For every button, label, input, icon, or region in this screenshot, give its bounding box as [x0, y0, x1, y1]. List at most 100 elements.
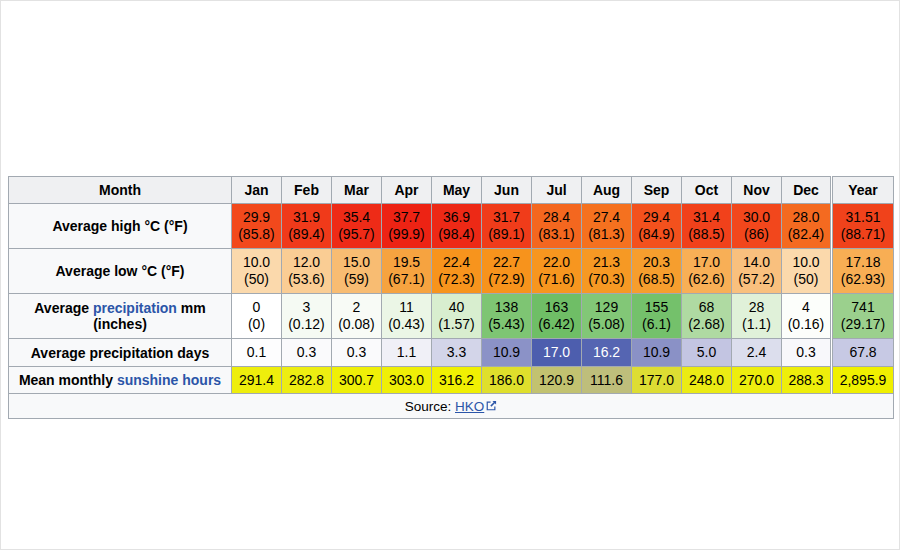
table-header-row: Month JanFebMarAprMayJunJulAugSepOctNovD… — [9, 177, 894, 204]
data-cell: 11(0.43) — [382, 294, 432, 339]
data-cell: 248.0 — [682, 367, 732, 394]
data-cell: 68(2.68) — [682, 294, 732, 339]
data-cell: 5.0 — [682, 339, 732, 367]
data-cell: 20.3(68.5) — [632, 249, 682, 294]
data-cell: 28.0(82.4) — [782, 204, 832, 249]
data-cell: 16.2 — [582, 339, 632, 367]
month-header-cell: Nov — [732, 177, 782, 204]
data-cell: 17.0 — [532, 339, 582, 367]
data-cell: 12.0(53.6) — [282, 249, 332, 294]
data-cell: 31.9(89.4) — [282, 204, 332, 249]
table-row-precipitation-days: Average precipitation days 0.10.30.31.13… — [9, 339, 894, 367]
data-cell: 4(0.16) — [782, 294, 832, 339]
month-header-cell: Dec — [782, 177, 832, 204]
source-cell: Source: HKO — [9, 394, 894, 419]
sunshine-hours-link[interactable]: sunshine hours — [117, 372, 221, 388]
data-cell: 316.2 — [432, 367, 482, 394]
data-cell: 22.7(72.9) — [482, 249, 532, 294]
data-cell: 2(0.08) — [332, 294, 382, 339]
label-text: Mean monthly — [19, 372, 117, 388]
data-cell: 3(0.12) — [282, 294, 332, 339]
data-cell: 270.0 — [732, 367, 782, 394]
month-header-cell: Oct — [682, 177, 732, 204]
source-hko-link[interactable]: HKO — [455, 399, 484, 414]
data-cell: 129(5.08) — [582, 294, 632, 339]
data-cell: 28.4(83.1) — [532, 204, 582, 249]
month-header-cell: May — [432, 177, 482, 204]
data-cell: 0.1 — [232, 339, 282, 367]
row-label-precipitation-mm: Average precipitation mm (inches) — [9, 294, 232, 339]
climate-table: Month JanFebMarAprMayJunJulAugSepOctNovD… — [8, 176, 894, 419]
data-cell: 303.0 — [382, 367, 432, 394]
table-row-precipitation-mm: Average precipitation mm (inches) 0(0)3(… — [9, 294, 894, 339]
table-row-average-low: Average low °C (°F) 10.0(50)12.0(53.6)15… — [9, 249, 894, 294]
data-cell: 155(6.1) — [632, 294, 682, 339]
data-cell: 10.0(50) — [232, 249, 282, 294]
label-text: Average — [34, 300, 93, 316]
data-cell: 22.0(71.6) — [532, 249, 582, 294]
data-cell: 0.3 — [282, 339, 332, 367]
data-cell: 10.9 — [482, 339, 532, 367]
page: Month JanFebMarAprMayJunJulAugSepOctNovD… — [0, 0, 900, 550]
data-cell: 138(5.43) — [482, 294, 532, 339]
row-label-sunshine-hours: Mean monthly sunshine hours — [9, 367, 232, 394]
table-row-average-high: Average high °C (°F) 29.9(85.8)31.9(89.4… — [9, 204, 894, 249]
row-label-average-low: Average low °C (°F) — [9, 249, 232, 294]
data-cell: 120.9 — [532, 367, 582, 394]
table-source-row: Source: HKO — [9, 394, 894, 419]
label-text: (inches) — [93, 316, 147, 332]
data-cell: 282.8 — [282, 367, 332, 394]
data-cell: 29.9(85.8) — [232, 204, 282, 249]
data-cell: 29.4(84.9) — [632, 204, 682, 249]
data-cell: 30.0(86) — [732, 204, 782, 249]
data-cell: 28(1.1) — [732, 294, 782, 339]
source-prefix: Source: — [405, 399, 455, 414]
row-label-average-high: Average high °C (°F) — [9, 204, 232, 249]
month-header-cell: Jul — [532, 177, 582, 204]
data-cell: 741(29.17) — [832, 294, 894, 339]
data-cell: 27.4(81.3) — [582, 204, 632, 249]
table-row-sunshine-hours: Mean monthly sunshine hours 291.4282.830… — [9, 367, 894, 394]
row-label-precipitation-days: Average precipitation days — [9, 339, 232, 367]
data-cell: 1.1 — [382, 339, 432, 367]
data-cell: 300.7 — [332, 367, 382, 394]
month-header-cell: Sep — [632, 177, 682, 204]
data-cell: 186.0 — [482, 367, 532, 394]
data-cell: 35.4(95.7) — [332, 204, 382, 249]
month-header-cell: Mar — [332, 177, 382, 204]
precipitation-link[interactable]: precipitation — [93, 300, 177, 316]
data-cell: 288.3 — [782, 367, 832, 394]
data-cell: 14.0(57.2) — [732, 249, 782, 294]
month-header-cell: Apr — [382, 177, 432, 204]
data-cell: 2,895.9 — [832, 367, 894, 394]
data-cell: 17.0(62.6) — [682, 249, 732, 294]
data-cell: 40(1.57) — [432, 294, 482, 339]
month-header-cell: Aug — [582, 177, 632, 204]
data-cell: 36.9(98.4) — [432, 204, 482, 249]
data-cell: 22.4(72.3) — [432, 249, 482, 294]
data-cell: 291.4 — [232, 367, 282, 394]
data-cell: 0.3 — [782, 339, 832, 367]
data-cell: 3.3 — [432, 339, 482, 367]
data-cell: 0(0) — [232, 294, 282, 339]
month-column-header: Month — [9, 177, 232, 204]
data-cell: 177.0 — [632, 367, 682, 394]
external-link-icon — [486, 399, 497, 414]
data-cell: 31.7(89.1) — [482, 204, 532, 249]
month-header-cell: Year — [832, 177, 894, 204]
data-cell: 21.3(70.3) — [582, 249, 632, 294]
data-cell: 67.8 — [832, 339, 894, 367]
month-header-cell: Jun — [482, 177, 532, 204]
data-cell: 15.0(59) — [332, 249, 382, 294]
data-cell: 37.7(99.9) — [382, 204, 432, 249]
data-cell: 31.4(88.5) — [682, 204, 732, 249]
data-cell: 31.51(88.71) — [832, 204, 894, 249]
label-text: mm — [177, 300, 206, 316]
data-cell: 10.9 — [632, 339, 682, 367]
data-cell: 2.4 — [732, 339, 782, 367]
month-header-cell: Jan — [232, 177, 282, 204]
data-cell: 0.3 — [332, 339, 382, 367]
data-cell: 111.6 — [582, 367, 632, 394]
month-header-cell: Feb — [282, 177, 332, 204]
data-cell: 163(6.42) — [532, 294, 582, 339]
